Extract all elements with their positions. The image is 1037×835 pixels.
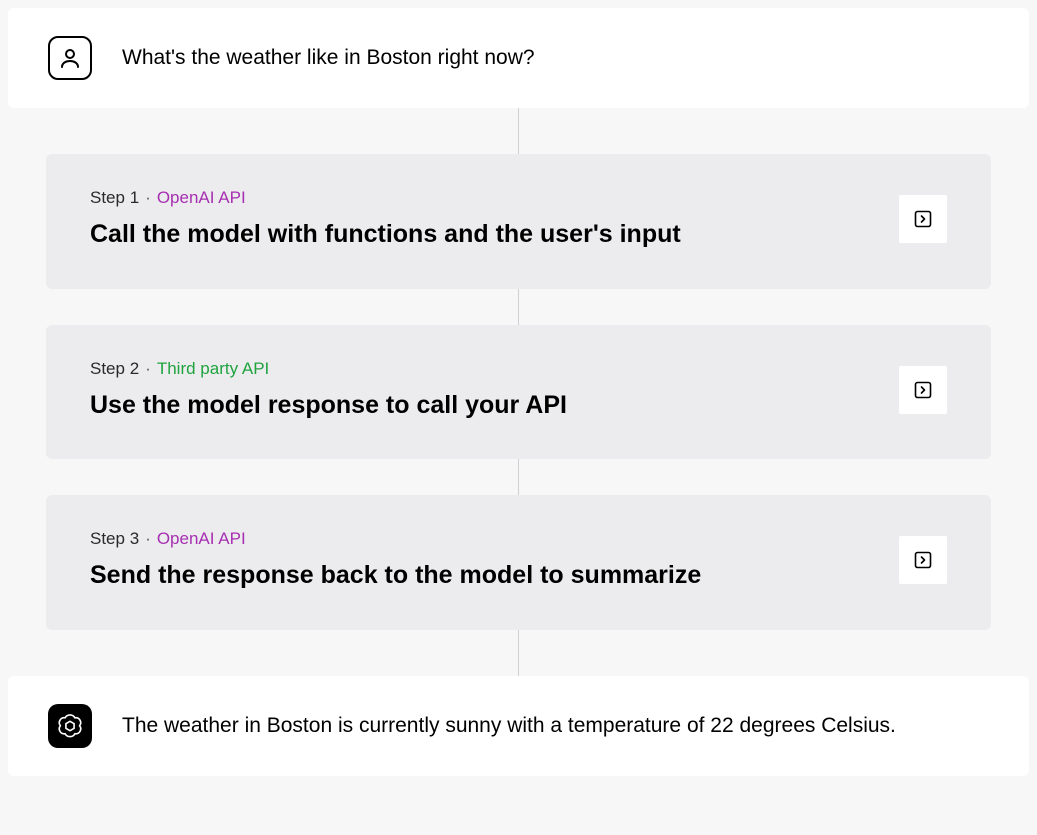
step-card-1[interactable]: Step 1 · OpenAI API Call the model with …: [46, 154, 991, 289]
chevron-right-icon: [913, 209, 933, 229]
step-title: Send the response back to the model to s…: [90, 559, 879, 592]
user-message-text: What's the weather like in Boston right …: [122, 43, 535, 72]
connector: [518, 630, 519, 676]
connector: [518, 459, 519, 495]
user-icon: [48, 36, 92, 80]
step-source-label: Third party API: [157, 359, 269, 379]
step-source-label: OpenAI API: [157, 188, 246, 208]
step-meta: Step 3 · OpenAI API: [90, 529, 879, 549]
step-card-3[interactable]: Step 3 · OpenAI API Send the response ba…: [46, 495, 991, 630]
step-source-label: OpenAI API: [157, 529, 246, 549]
step-card-2[interactable]: Step 2 · Third party API Use the model r…: [46, 325, 991, 460]
connector: [518, 108, 519, 154]
step-title: Use the model response to call your API: [90, 389, 879, 422]
step-number-label: Step 1: [90, 188, 139, 208]
step-content: Step 1 · OpenAI API Call the model with …: [90, 188, 879, 251]
step-meta: Step 2 · Third party API: [90, 359, 879, 379]
separator-dot: ·: [145, 529, 151, 549]
connector: [518, 289, 519, 325]
step-content: Step 3 · OpenAI API Send the response ba…: [90, 529, 879, 592]
expand-button[interactable]: [899, 366, 947, 414]
chevron-right-icon: [913, 550, 933, 570]
ai-response-card: The weather in Boston is currently sunny…: [8, 676, 1029, 776]
step-number-label: Step 2: [90, 359, 139, 379]
user-message-card: What's the weather like in Boston right …: [8, 8, 1029, 108]
expand-button[interactable]: [899, 536, 947, 584]
expand-button[interactable]: [899, 195, 947, 243]
chevron-right-icon: [913, 380, 933, 400]
step-content: Step 2 · Third party API Use the model r…: [90, 359, 879, 422]
diagram-container: What's the weather like in Boston right …: [8, 8, 1029, 827]
separator-dot: ·: [145, 359, 151, 379]
step-meta: Step 1 · OpenAI API: [90, 188, 879, 208]
openai-icon: [48, 704, 92, 748]
step-number-label: Step 3: [90, 529, 139, 549]
ai-response-text: The weather in Boston is currently sunny…: [122, 711, 896, 740]
step-title: Call the model with functions and the us…: [90, 218, 879, 251]
separator-dot: ·: [145, 188, 151, 208]
